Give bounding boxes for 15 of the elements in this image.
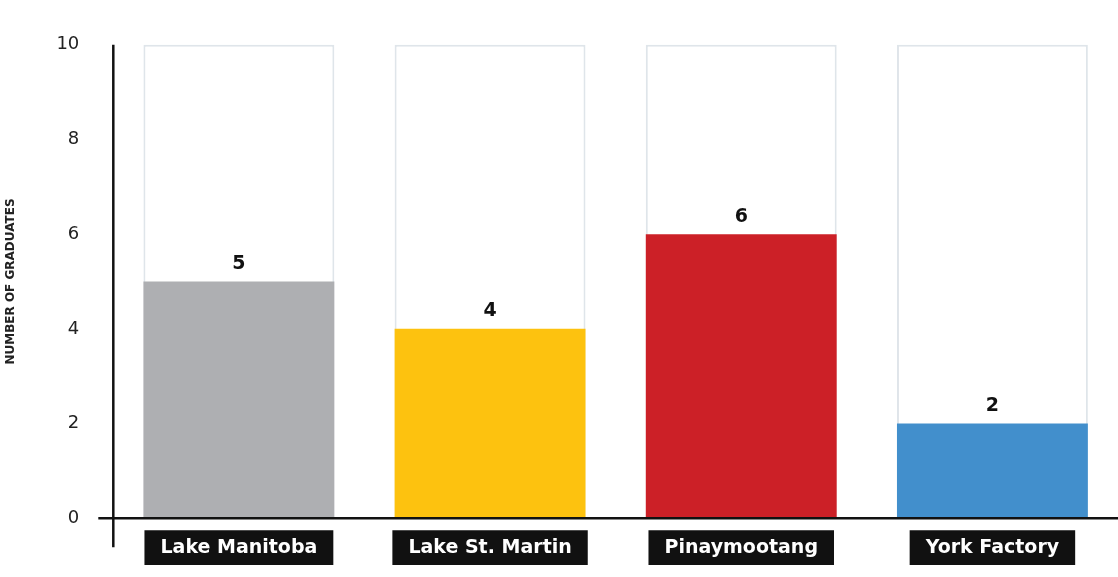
x-tick-label: Pinaymootang [664,534,818,557]
data-label: 2 [985,392,1000,415]
y-tick-label: 0 [67,505,80,527]
y-tick-label: 6 [67,221,80,243]
data-label: 4 [483,298,497,321]
y-tick-label: 8 [67,127,80,149]
x-tick-label: Lake St. Martin [408,534,572,557]
y-tick-label: 2 [67,411,80,433]
y-tick-label: 10 [56,32,80,54]
data-label: 5 [232,250,246,273]
data-label: 6 [734,203,748,226]
x-tick-label: York Factory [924,534,1060,557]
y-tick-label: 4 [67,316,80,338]
x-tick-label: Lake Manitoba [160,534,318,557]
y-axis-title: NUMBER OF GRADUATES [3,198,18,365]
